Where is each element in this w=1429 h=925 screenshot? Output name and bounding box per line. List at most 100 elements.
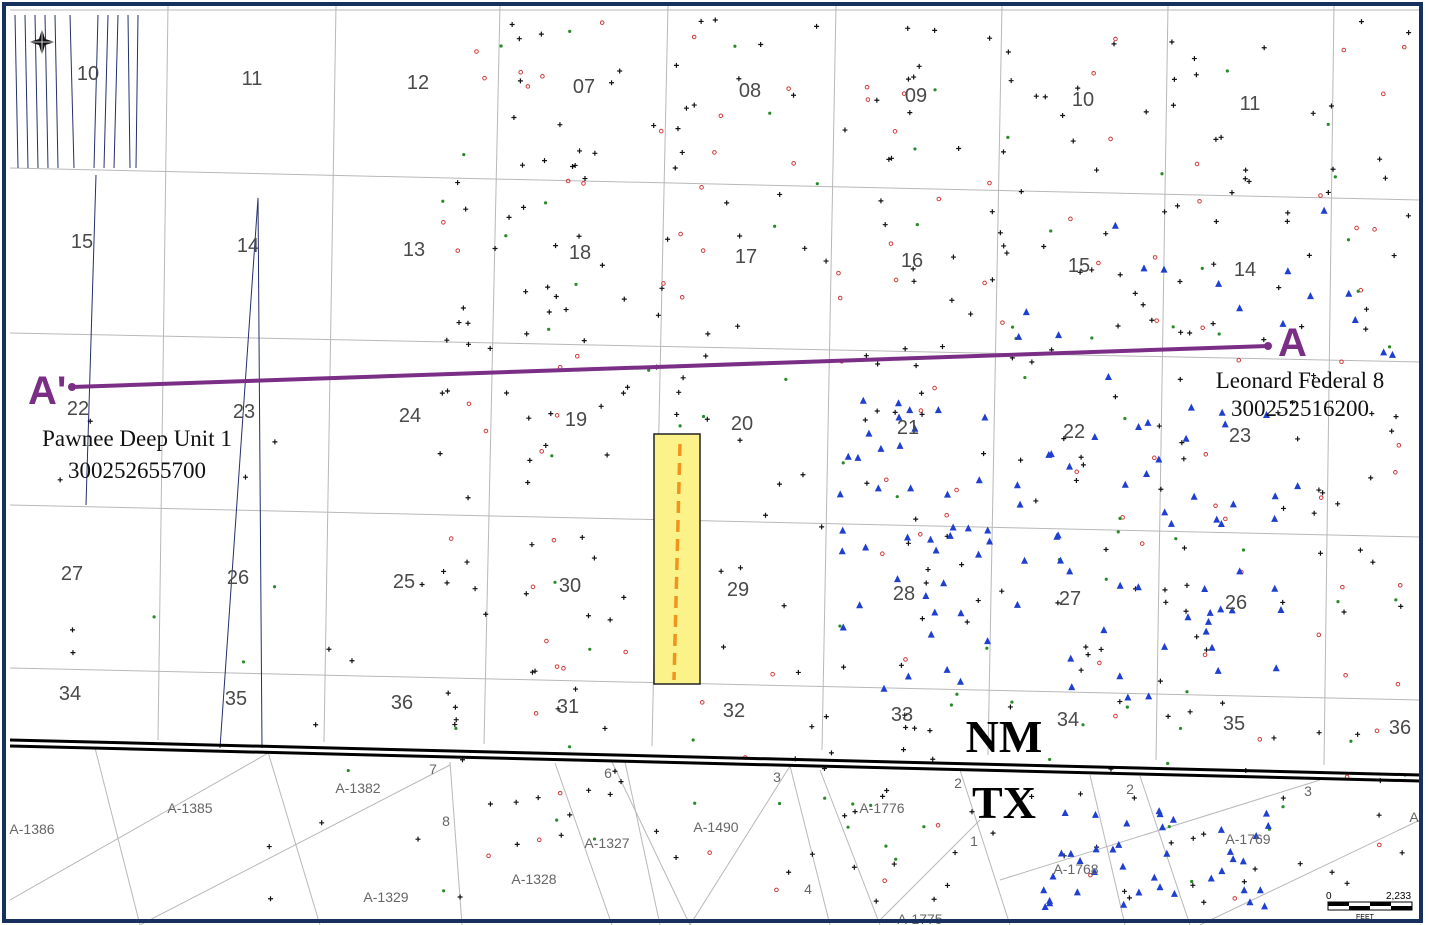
well-symbol [718,113,724,119]
well-symbol [1239,857,1247,865]
well-symbol [653,828,659,834]
well-symbol [442,889,446,893]
well-symbol [919,411,925,417]
well-symbol [539,449,545,454]
well-symbol [842,127,848,133]
well-symbol [621,594,627,600]
well-symbol [1236,304,1244,312]
well-symbol [487,801,493,807]
well-symbol [1349,739,1353,743]
well-symbol [955,692,959,696]
well-symbol [326,646,332,652]
well-symbol [487,345,493,351]
well-symbol [1306,252,1312,258]
well-symbol [954,487,959,493]
well-symbol [1203,451,1209,457]
well-symbol [1341,609,1347,615]
well-symbol [599,262,605,268]
well-symbol [242,474,248,480]
well-symbol [1123,416,1127,421]
well-symbol [703,353,709,359]
well-symbol [758,41,764,47]
well-symbol [1042,94,1048,100]
section-label: 07 [573,76,595,98]
well-symbol [519,162,525,168]
well-symbol [272,585,277,589]
well-symbol [939,344,945,350]
section-label: 11 [242,68,263,90]
section-labels: 10 11 12 07 08 09 10 11 15 14 13 18 17 16 15 14 22 23 24 19… [59,63,1411,739]
well-symbol [1178,329,1184,335]
well-symbol [1213,515,1221,523]
survey-label: 3 [773,769,781,785]
well-symbol [1045,450,1053,458]
well-symbol [935,822,941,828]
well-symbol [1193,72,1199,78]
well-symbol [1116,530,1120,534]
well-symbol [1346,238,1351,242]
well-symbol [987,35,993,41]
survey-label: 4 [804,881,812,897]
well-symbol [1162,587,1168,593]
well-symbol [895,413,903,421]
well-symbol [1177,376,1183,382]
well-symbol [907,484,915,492]
well-symbol [445,690,451,696]
well-symbol [1140,264,1148,272]
well-symbol [838,624,842,628]
well-symbol [551,537,557,543]
well-symbol [1295,436,1301,442]
well-symbol [893,575,901,583]
well-symbol [1271,735,1277,741]
well-symbol [940,579,948,587]
well-symbol [999,588,1005,594]
well-symbol [452,722,458,728]
well-symbol [572,162,578,168]
well-symbol [472,586,478,592]
well-symbol [1167,519,1175,527]
well-symbol [919,390,925,396]
well-symbol [777,801,782,806]
well-symbol [1297,861,1303,867]
well-symbol [865,429,873,437]
well-symbol [439,390,445,396]
well-symbol [906,406,914,414]
well-symbol [1131,795,1137,801]
well-symbol [828,750,834,756]
well-symbol [553,243,559,249]
well-symbol [1113,36,1118,42]
well-symbol [1096,260,1101,266]
well-symbol [1152,455,1157,461]
well-symbol [1111,41,1117,47]
well-symbol [1281,505,1287,511]
well-symbol [932,27,938,33]
well-symbol [981,451,987,457]
well-symbol [585,613,591,619]
survey-label: A-1329 [363,889,408,905]
well-symbol [950,254,956,260]
well-symbol [1103,231,1109,237]
well-symbol [1145,692,1153,700]
well-symbol [592,837,597,841]
well-symbol [462,152,466,157]
section-label: 32 [723,700,745,722]
well-symbol [558,832,564,838]
well-symbol [599,20,605,25]
well-symbol [1075,85,1081,91]
well-symbol [930,756,936,762]
well-symbol [1241,548,1246,552]
well-symbol [1068,216,1073,222]
well-symbol [736,76,742,82]
well-symbol [1391,253,1397,259]
well-symbol [1070,138,1076,144]
well-symbol [346,768,350,773]
well-symbol [1246,179,1252,185]
well-symbol [612,768,618,774]
well-symbol [609,80,615,86]
well-symbol [1320,490,1326,496]
well-symbol [1190,882,1196,888]
well-symbol [1048,757,1052,762]
well-symbol [733,44,737,48]
well-symbol [504,390,510,396]
well-symbol [1109,845,1117,853]
